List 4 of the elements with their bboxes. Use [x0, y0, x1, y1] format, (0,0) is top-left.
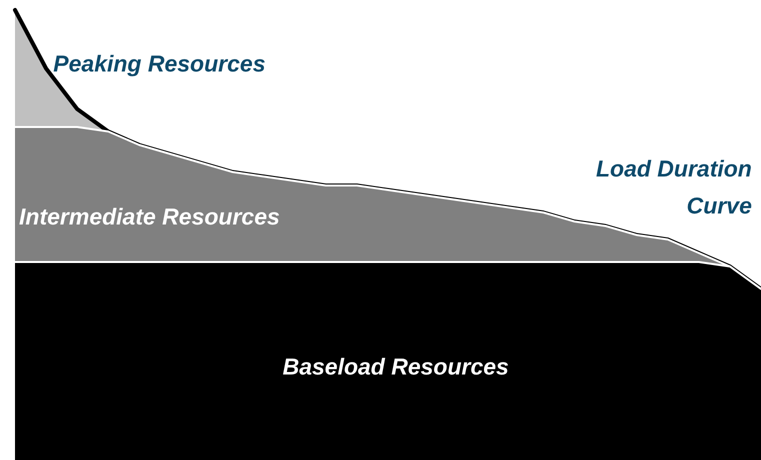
series-label: Intermediate Resources	[19, 203, 280, 230]
series-label: Peaking Resources	[53, 50, 266, 76]
series-label: Baseload Resources	[282, 353, 509, 380]
annotation: Load Duration Curve	[596, 155, 752, 218]
